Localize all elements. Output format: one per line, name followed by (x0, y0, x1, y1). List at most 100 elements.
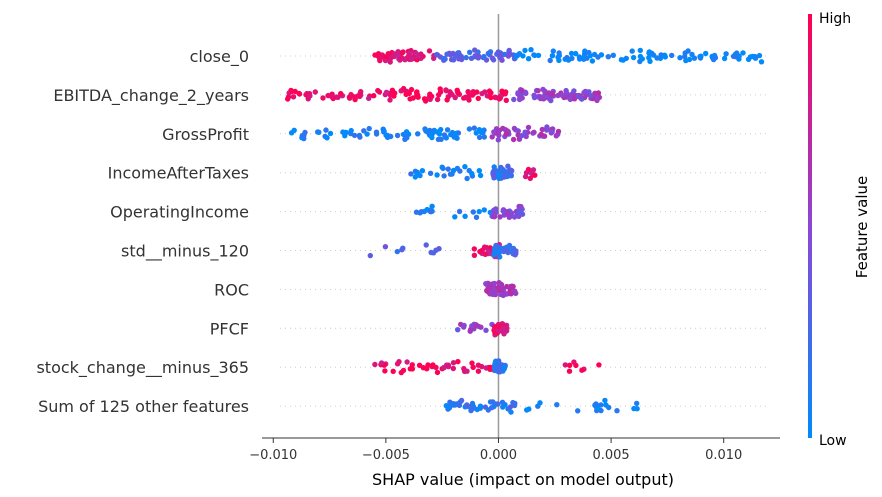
shap-dot (416, 362, 423, 368)
shap-dot (361, 128, 367, 134)
shap-dot (512, 252, 518, 258)
shap-dot (654, 55, 660, 61)
shap-dot (400, 367, 407, 374)
shap-dot (501, 174, 507, 180)
shap-dot (444, 51, 450, 57)
shap-dot (296, 90, 302, 97)
shap-dot (756, 52, 763, 59)
feature-label: Sum of 125 other features (38, 397, 249, 416)
shap-dot (710, 56, 717, 63)
shap-dot (396, 359, 402, 365)
shap-dot (482, 251, 488, 257)
shap-dot (489, 134, 495, 140)
shap-dot (523, 133, 529, 140)
shap-dot (540, 94, 546, 100)
shap-dot (587, 53, 593, 59)
shap-dot (409, 366, 416, 372)
shap-dot (476, 208, 482, 215)
shap-dot (501, 330, 507, 336)
shap-dot (511, 96, 517, 103)
shap-dot (497, 254, 503, 260)
shap-dot (466, 126, 473, 132)
feature-label: GrossProfit (162, 125, 249, 144)
shap-dot (548, 97, 554, 104)
shap-dot (423, 242, 429, 248)
shap-dot (399, 247, 405, 253)
shap-dot (535, 52, 542, 59)
shap-dot (571, 96, 578, 102)
shap-dot (450, 360, 457, 366)
shap-dot (610, 52, 616, 58)
shap-dot (338, 90, 344, 97)
shap-dot (387, 55, 394, 61)
shap-dot (511, 125, 518, 132)
shap-dot (426, 48, 433, 54)
shap-dot (646, 50, 652, 56)
shap-dot (382, 368, 388, 374)
shap-dot (550, 48, 556, 54)
shap-dot (444, 127, 451, 133)
shap-dot (429, 131, 435, 137)
shap-dot (444, 97, 450, 103)
feature-label: stock_change__minus_365 (36, 358, 249, 378)
shap-dot (505, 244, 512, 250)
shap-dot (528, 47, 534, 53)
shap-dot (367, 252, 373, 259)
shap-dot (598, 402, 604, 408)
shap-dot (647, 58, 653, 64)
shap-dot (549, 129, 555, 135)
shap-dot (404, 359, 410, 365)
shap-dot (473, 130, 479, 136)
shap-dot (589, 58, 596, 64)
shap-dot (500, 404, 506, 410)
shap-dot (556, 50, 562, 56)
shap-dot (477, 172, 484, 179)
shap-dot (440, 165, 446, 172)
shap-dot (315, 129, 321, 135)
shap-dot (427, 170, 434, 176)
shap-dot (491, 129, 497, 135)
shap-dot (522, 89, 528, 96)
shap-dot (481, 134, 487, 140)
shap-dot (428, 249, 434, 256)
shap-dot (477, 248, 483, 255)
shap-dot (462, 213, 468, 219)
colorbar: High Low Feature value (808, 11, 871, 449)
shap-dot (455, 327, 461, 333)
shap-dot (498, 167, 504, 173)
shap-dot (508, 409, 514, 415)
shap-dot (499, 285, 505, 291)
shap-dot (629, 48, 635, 54)
shap-dot (447, 89, 453, 95)
shap-dot (463, 54, 469, 61)
shap-dot (324, 135, 330, 141)
shap-dot (507, 404, 514, 410)
shap-dot (289, 88, 295, 95)
shap-dot (546, 90, 552, 97)
shap-dot (348, 127, 354, 134)
shap-dot (476, 53, 482, 59)
shap-dot (525, 56, 532, 62)
shap-dot (348, 91, 354, 98)
feature-label: OperatingIncome (110, 203, 249, 222)
shap-dot (475, 368, 482, 374)
feature-label: close_0 (190, 47, 249, 67)
shap-dot (476, 168, 482, 174)
shap-dot (449, 129, 456, 136)
shap-dot (496, 323, 502, 329)
shap-dot (634, 400, 640, 407)
shap-dot (390, 368, 396, 374)
shap-dot (503, 170, 509, 176)
shap-dot (669, 52, 675, 59)
shap-dot (475, 95, 481, 102)
shap-dot (398, 54, 405, 61)
shap-dot (492, 288, 498, 294)
shap-dot (403, 91, 409, 98)
shap-dot (372, 52, 378, 58)
shap-dot (434, 369, 441, 376)
shap-dot (591, 51, 598, 58)
shap-dot (495, 137, 501, 143)
shap-dot (499, 247, 505, 254)
shap-dot (602, 397, 608, 404)
